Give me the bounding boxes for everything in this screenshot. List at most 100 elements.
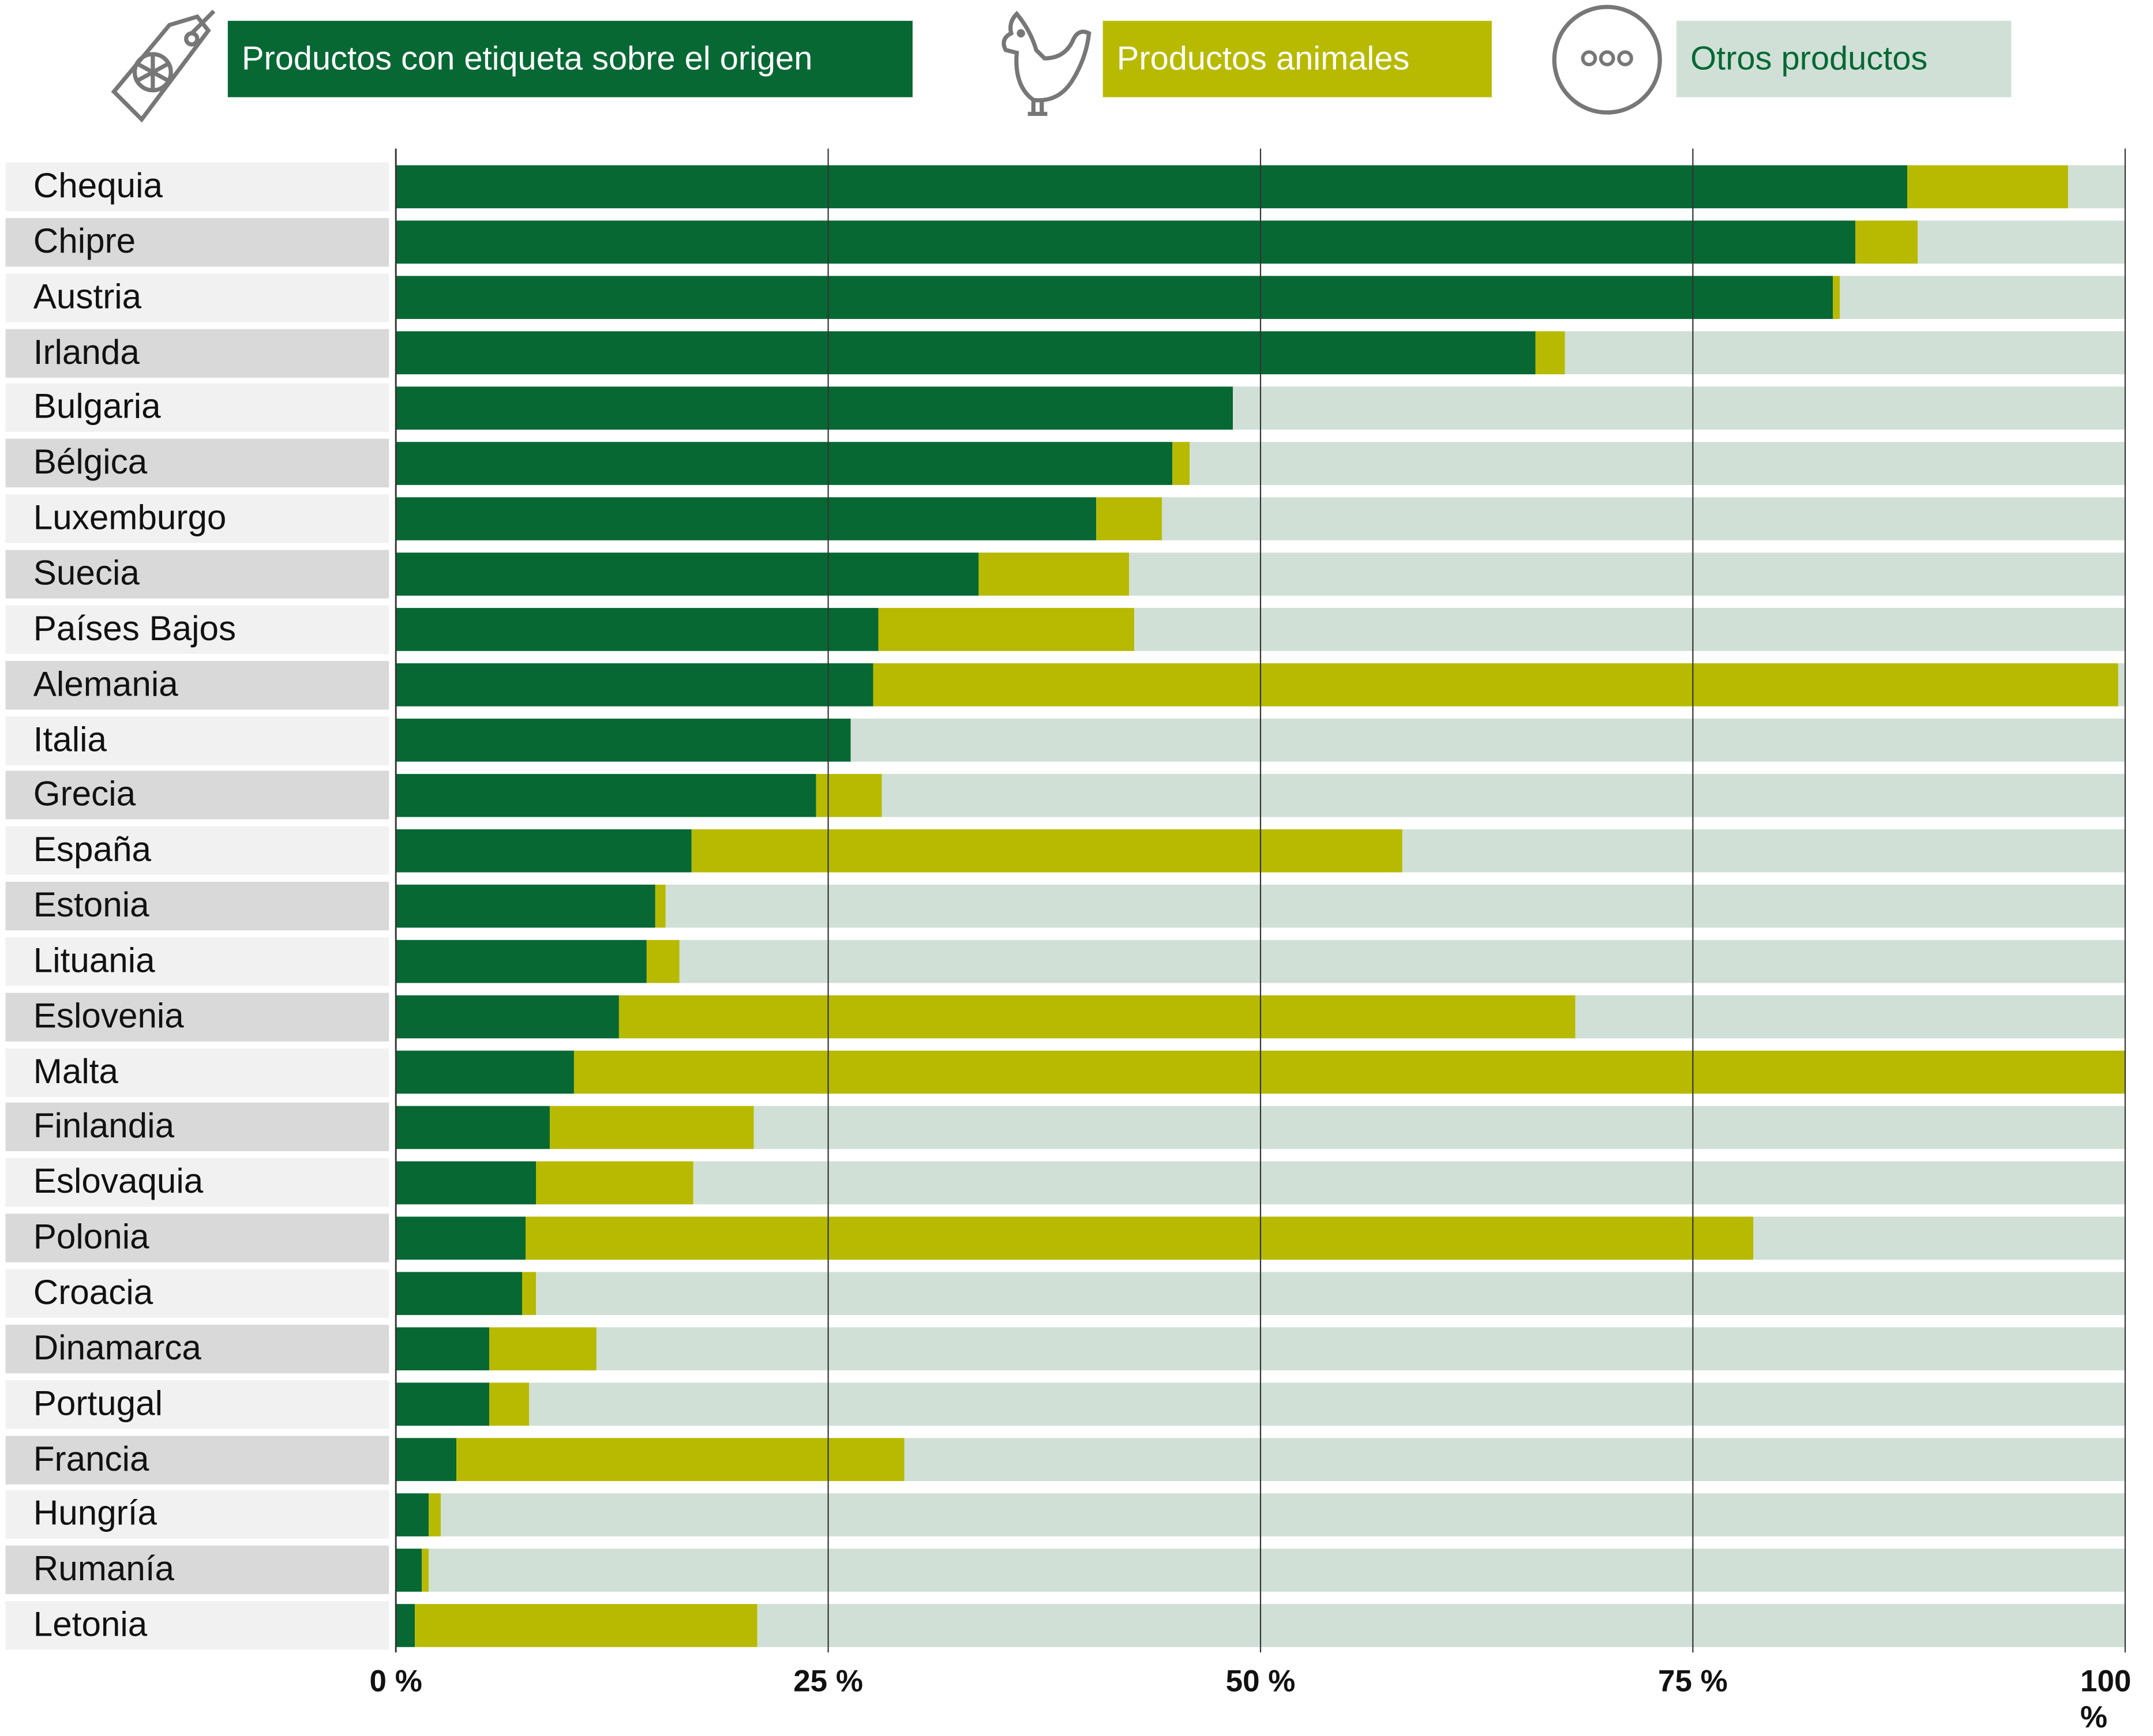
bar-segment-other-products bbox=[1233, 386, 2125, 430]
bar-segment-origin-label bbox=[396, 1106, 550, 1149]
bar-segment-animal-products bbox=[1833, 276, 1840, 320]
chicken-icon bbox=[1002, 10, 1091, 117]
bar-segment-other-products bbox=[596, 1327, 2125, 1371]
bar-segment-other-products bbox=[441, 1493, 2125, 1536]
bar-segment-origin-label bbox=[396, 1438, 457, 1481]
bar-segment-other-products bbox=[1402, 829, 2125, 873]
bar-segment-other-products bbox=[1565, 331, 2125, 374]
bar-segment-animal-products bbox=[816, 773, 882, 817]
bar-segment-animal-products bbox=[526, 1216, 1754, 1260]
bar-segment-animal-products bbox=[573, 1050, 2125, 1094]
category-label: Croacia bbox=[5, 1269, 389, 1318]
category-label: Bélgica bbox=[5, 439, 389, 488]
category-label: Francia bbox=[5, 1435, 389, 1484]
legend-item-animal-products: Productos animales bbox=[1102, 21, 1492, 97]
bar-segment-animal-products bbox=[978, 553, 1130, 596]
category-label: Letonia bbox=[5, 1601, 389, 1650]
bar-segment-other-products bbox=[665, 884, 2125, 928]
legend-item-origin-label: Productos con etiqueta sobre el origen bbox=[227, 21, 913, 97]
bar-segment-other-products bbox=[850, 718, 2125, 762]
bar-segment-origin-label bbox=[396, 1549, 422, 1592]
bar-segment-origin-label bbox=[396, 220, 1856, 264]
category-label: Chipre bbox=[5, 217, 389, 266]
bar-segment-origin-label bbox=[396, 497, 1097, 540]
bar-segment-origin-label bbox=[396, 1382, 490, 1426]
bar-segment-other-products bbox=[1753, 1216, 2125, 1260]
bar-segment-other-products bbox=[535, 1272, 2125, 1316]
x-tick-label: 75 % bbox=[1658, 1663, 1728, 1699]
bar-segment-other-products bbox=[882, 773, 2125, 817]
bar-segment-animal-products bbox=[1535, 331, 1565, 374]
category-label: Rumanía bbox=[5, 1546, 389, 1595]
legend-label: Otros productos bbox=[1690, 39, 1928, 77]
bar-segment-origin-label bbox=[396, 1216, 526, 1260]
x-tick-label: 100 % bbox=[2080, 1663, 2132, 1735]
category-label: Austria bbox=[5, 273, 389, 322]
bar-segment-animal-products bbox=[489, 1327, 597, 1371]
bar-segment-other-products bbox=[753, 1106, 2125, 1149]
bar-segment-animal-products bbox=[873, 663, 2118, 707]
bar-segment-other-products bbox=[2118, 663, 2125, 707]
category-label: Luxemburgo bbox=[5, 494, 389, 543]
legend-label: Productos con etiqueta sobre el origen bbox=[241, 39, 813, 77]
bar-segment-animal-products bbox=[456, 1438, 905, 1481]
bar-segment-animal-products bbox=[691, 829, 1402, 873]
bar-segment-origin-label bbox=[396, 995, 619, 1039]
bar-segment-other-products bbox=[757, 1604, 2125, 1647]
globe-tag-icon bbox=[111, 9, 216, 123]
bar-segment-animal-products bbox=[646, 940, 680, 983]
category-label: Suecia bbox=[5, 550, 389, 599]
bar-segment-other-products bbox=[1129, 553, 2125, 596]
bar-segment-other-products bbox=[1918, 220, 2125, 264]
legend-label: Productos animales bbox=[1116, 39, 1410, 77]
bar-segment-animal-products bbox=[1096, 497, 1162, 540]
bar-segment-origin-label bbox=[396, 829, 692, 873]
bar-segment-other-products bbox=[429, 1549, 2125, 1592]
bar-segment-animal-products bbox=[1172, 442, 1190, 485]
category-label: España bbox=[5, 826, 389, 875]
bar-segment-other-products bbox=[693, 1161, 2125, 1205]
more-dots-icon bbox=[1552, 5, 1662, 115]
bar-segment-animal-products bbox=[429, 1493, 441, 1536]
bar-segment-origin-label bbox=[396, 884, 655, 928]
bar-segment-animal-products bbox=[549, 1106, 754, 1149]
bar-segment-animal-products bbox=[878, 608, 1135, 651]
bar-segment-animal-products bbox=[1907, 165, 2068, 209]
category-label: Italia bbox=[5, 716, 389, 765]
category-label: Grecia bbox=[5, 771, 389, 820]
category-label: Malta bbox=[5, 1047, 389, 1097]
bar-segment-animal-products bbox=[1855, 220, 1918, 264]
category-label: Eslovenia bbox=[5, 992, 389, 1042]
bar-segment-origin-label bbox=[396, 608, 879, 651]
bar-segment-origin-label bbox=[396, 940, 647, 983]
category-label: Polonia bbox=[5, 1213, 389, 1262]
bar-segment-other-products bbox=[679, 940, 2125, 983]
category-label: Chequia bbox=[5, 162, 389, 211]
category-label: Portugal bbox=[5, 1380, 389, 1429]
category-label: Irlanda bbox=[5, 328, 389, 377]
bar-segment-other-products bbox=[1575, 995, 2125, 1039]
category-label: Países Bajos bbox=[5, 605, 389, 654]
category-label: Eslovaquia bbox=[5, 1158, 389, 1208]
bar-segment-other-products bbox=[529, 1382, 2125, 1426]
bar-segment-other-products bbox=[1190, 442, 2125, 485]
bar-segment-other-products bbox=[904, 1438, 2125, 1481]
bar-segment-origin-label bbox=[396, 1272, 523, 1316]
bar-segment-animal-products bbox=[422, 1549, 429, 1592]
bar-segment-animal-products bbox=[618, 995, 1576, 1039]
category-label: Hungría bbox=[5, 1490, 389, 1539]
bar-segment-origin-label bbox=[396, 386, 1233, 430]
legend-item-other-products: Otros productos bbox=[1676, 21, 2012, 97]
bar-segment-animal-products bbox=[655, 884, 666, 928]
bar-segment-origin-label bbox=[396, 1493, 429, 1536]
bar-segment-origin-label bbox=[396, 663, 873, 707]
bar-segment-other-products bbox=[1162, 497, 2125, 540]
bar-segment-origin-label bbox=[396, 331, 1536, 374]
category-label: Dinamarca bbox=[5, 1324, 389, 1373]
bar-segment-animal-products bbox=[489, 1382, 530, 1426]
bar-segment-origin-label bbox=[396, 442, 1173, 485]
bar-segment-animal-products bbox=[522, 1272, 536, 1316]
bar-segment-other-products bbox=[2068, 165, 2125, 209]
